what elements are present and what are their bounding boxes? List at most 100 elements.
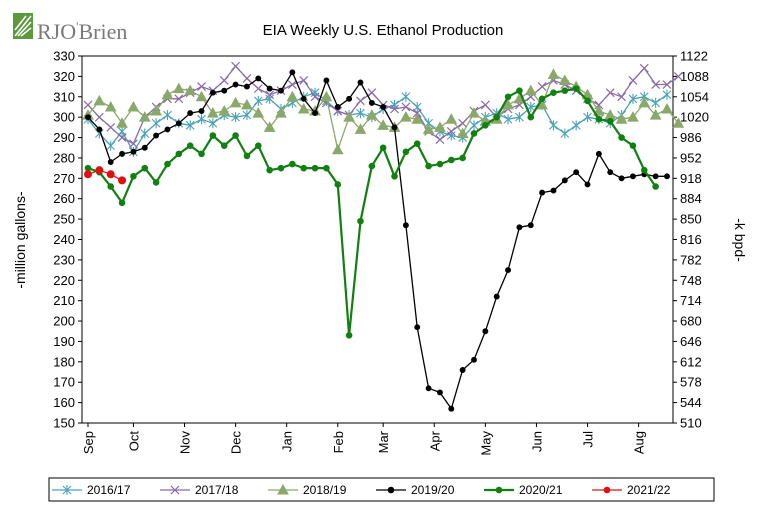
data-point	[628, 76, 638, 85]
series-line	[87, 71, 667, 410]
data-point	[458, 118, 468, 128]
data-point	[208, 118, 218, 129]
data-point	[138, 111, 151, 122]
data-point	[629, 173, 636, 180]
y-tick-label: 270	[53, 171, 75, 186]
data-point	[163, 110, 172, 121]
data-point	[605, 88, 615, 98]
data-point	[198, 108, 205, 115]
series-2021-22	[84, 166, 127, 185]
data-point	[618, 134, 625, 141]
data-point	[413, 140, 421, 147]
data-point	[550, 89, 557, 96]
y-axis-left: 150 160 170 180 190 200 210 220 230 240 250 260 270 2…	[53, 49, 82, 431]
data-point	[241, 98, 253, 110]
data-point	[482, 122, 489, 129]
data-point	[524, 84, 537, 96]
y2-tick-label: 782	[680, 252, 702, 267]
series-2020-21	[84, 85, 659, 339]
data-point	[209, 89, 216, 96]
legend-label: 2019/20	[411, 483, 455, 497]
data-point	[673, 71, 683, 81]
data-point	[141, 164, 149, 172]
data-point	[161, 88, 174, 100]
y2-tick-label: 1054	[680, 89, 709, 104]
data-point	[401, 102, 411, 112]
data-point	[354, 123, 367, 134]
data-point	[263, 121, 276, 132]
data-point	[446, 127, 456, 136]
y-tick-label: 230	[53, 252, 75, 267]
data-point	[561, 87, 569, 94]
data-point	[652, 173, 659, 180]
x-tick-label: Mar	[376, 430, 391, 453]
data-point	[615, 113, 628, 124]
y-tick-label: 250	[53, 212, 75, 227]
data-point	[140, 128, 150, 139]
data-point	[516, 224, 523, 231]
data-point	[356, 108, 365, 119]
y2-tick-label: 578	[680, 375, 702, 390]
data-point	[300, 164, 308, 172]
legend-marker	[62, 485, 72, 495]
data-point	[482, 328, 489, 335]
legend-label: 2016/17	[87, 483, 131, 497]
data-point	[209, 132, 217, 139]
data-point	[96, 126, 103, 133]
data-point	[311, 164, 319, 172]
data-point	[93, 94, 106, 106]
data-point	[275, 107, 287, 118]
logo-apostrophe: '	[76, 19, 78, 34]
data-point	[661, 102, 673, 114]
data-point	[106, 140, 116, 151]
data-point	[412, 108, 422, 118]
data-point	[504, 93, 512, 101]
data-point	[583, 112, 592, 123]
data-point	[652, 183, 659, 190]
data-point	[425, 385, 432, 392]
y-axis-right: 510 544 578 612 646 680 714 748 782 816 850 884 918 9…	[673, 49, 709, 431]
data-point	[175, 150, 183, 158]
data-point	[480, 100, 490, 110]
data-point	[379, 144, 387, 152]
logo-suffix: Brien	[78, 19, 127, 44]
data-point	[312, 110, 319, 117]
data-point	[323, 164, 330, 172]
data-point	[357, 79, 364, 86]
data-point	[252, 107, 265, 118]
y2-tick-label: 1088	[680, 69, 709, 84]
data-point	[172, 82, 185, 94]
legend-marker	[603, 486, 611, 494]
y-axis-title: -million gallons-	[12, 191, 28, 289]
data-point	[127, 100, 140, 112]
y-tick-label: 240	[53, 232, 75, 247]
data-point	[333, 106, 343, 116]
y-tick-label: 330	[53, 49, 75, 64]
data-point	[560, 128, 570, 139]
data-point	[515, 112, 524, 123]
x-tick-label: Jul	[581, 431, 596, 448]
y-tick-label: 190	[53, 334, 75, 349]
data-point	[537, 82, 547, 92]
data-point	[84, 170, 92, 179]
data-point	[106, 170, 115, 179]
y2-tick-label: 612	[680, 354, 702, 369]
data-point	[187, 110, 194, 117]
data-point	[380, 104, 387, 110]
data-point	[425, 162, 432, 170]
data-point	[118, 176, 127, 185]
data-point	[197, 82, 206, 92]
data-point	[164, 126, 171, 133]
legend-item: 2018/19	[268, 483, 347, 497]
data-point	[310, 92, 320, 102]
data-point	[107, 159, 114, 165]
data-point	[151, 118, 161, 129]
data-point	[672, 117, 685, 128]
data-point	[459, 367, 466, 373]
x-tick-label: Jun	[529, 431, 544, 452]
data-point	[174, 94, 184, 104]
data-point	[402, 148, 410, 156]
data-point	[107, 183, 115, 190]
legend-item: 2017/18	[160, 483, 239, 497]
